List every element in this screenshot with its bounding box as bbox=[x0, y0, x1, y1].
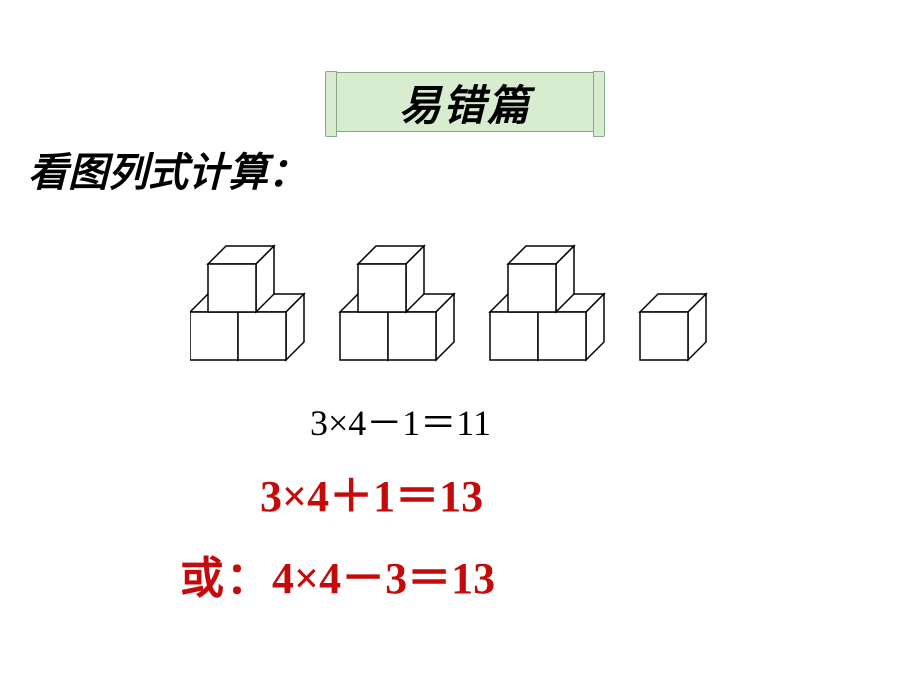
equation-correct-2-prefix: 或： bbox=[180, 554, 272, 603]
instruction-text: 看图列式计算： bbox=[28, 140, 308, 198]
equation-wrong: 3×4－1＝11 bbox=[310, 394, 491, 446]
equation-correct-2: 或：4×4－3＝13 bbox=[180, 542, 495, 606]
equation-correct-1: 3×4＋1＝13 bbox=[260, 460, 483, 524]
title-text: 易错篇 bbox=[399, 72, 531, 133]
equation-correct-2-body: 4×4－3＝13 bbox=[272, 554, 495, 603]
cube-illustration bbox=[190, 240, 750, 370]
title-badge: 易错篇 bbox=[330, 72, 600, 132]
cube-svg bbox=[190, 240, 750, 370]
